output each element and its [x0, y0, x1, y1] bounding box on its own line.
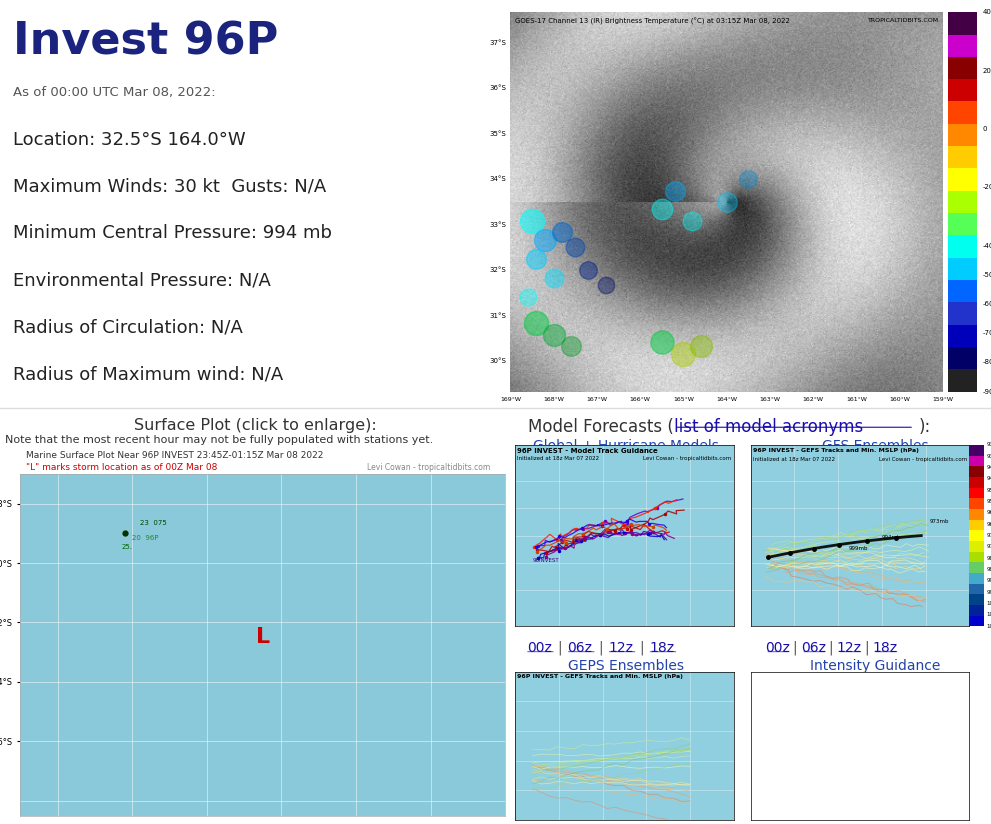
Text: ):: ): [919, 419, 932, 436]
Text: |: | [557, 641, 562, 655]
Text: Levi Cowan - tropicaltidbits.com: Levi Cowan - tropicaltidbits.com [367, 463, 490, 472]
Text: Surface Plot (click to enlarge):: Surface Plot (click to enlarge): [134, 419, 377, 433]
Text: |: | [828, 641, 833, 655]
Text: 18z: 18z [649, 641, 674, 654]
Text: Environmental Pressure: N/A: Environmental Pressure: N/A [13, 271, 271, 289]
Text: Location: 32.5°S 164.0°W: Location: 32.5°S 164.0°W [13, 130, 246, 148]
Text: Intensity Guidance: Intensity Guidance [811, 659, 940, 673]
Text: Model Forecasts (: Model Forecasts ( [528, 419, 674, 436]
Text: 06z: 06z [801, 641, 826, 654]
Text: Maximum Winds: 30 kt  Gusts: N/A: Maximum Winds: 30 kt Gusts: N/A [13, 177, 326, 195]
Text: |: | [793, 641, 797, 655]
Text: 00z: 00z [527, 641, 552, 654]
Text: |: | [865, 641, 869, 655]
Text: Invest 96P: Invest 96P [13, 21, 278, 63]
Text: Minimum Central Pressure: 994 mb: Minimum Central Pressure: 994 mb [13, 224, 332, 242]
Text: 00z: 00z [765, 641, 790, 654]
Text: 12z: 12z [608, 641, 633, 654]
Text: As of 00:00 UTC Mar 08, 2022:: As of 00:00 UTC Mar 08, 2022: [13, 86, 215, 99]
Text: Note that the most recent hour may not be fully populated with stations yet.: Note that the most recent hour may not b… [5, 435, 433, 445]
Text: 06z: 06z [568, 641, 593, 654]
Text: 18z: 18z [873, 641, 898, 654]
Text: GEPS Ensembles: GEPS Ensembles [568, 659, 684, 673]
Text: |: | [598, 641, 603, 655]
Text: Radius of Circulation: N/A: Radius of Circulation: N/A [13, 318, 243, 336]
Text: Marine Surface Plot Near 96P INVEST 23:45Z-01:15Z Mar 08 2022: Marine Surface Plot Near 96P INVEST 23:4… [26, 452, 323, 460]
Text: Global + Hurricane Models: Global + Hurricane Models [533, 438, 718, 452]
Text: "L" marks storm location as of 00Z Mar 08: "L" marks storm location as of 00Z Mar 0… [26, 463, 217, 472]
Text: GFS Ensembles: GFS Ensembles [823, 438, 929, 452]
Text: list of model acronyms: list of model acronyms [674, 419, 863, 436]
Text: 12z: 12z [836, 641, 862, 654]
Text: Radius of Maximum wind: N/A: Radius of Maximum wind: N/A [13, 365, 283, 383]
Text: |: | [639, 641, 643, 655]
